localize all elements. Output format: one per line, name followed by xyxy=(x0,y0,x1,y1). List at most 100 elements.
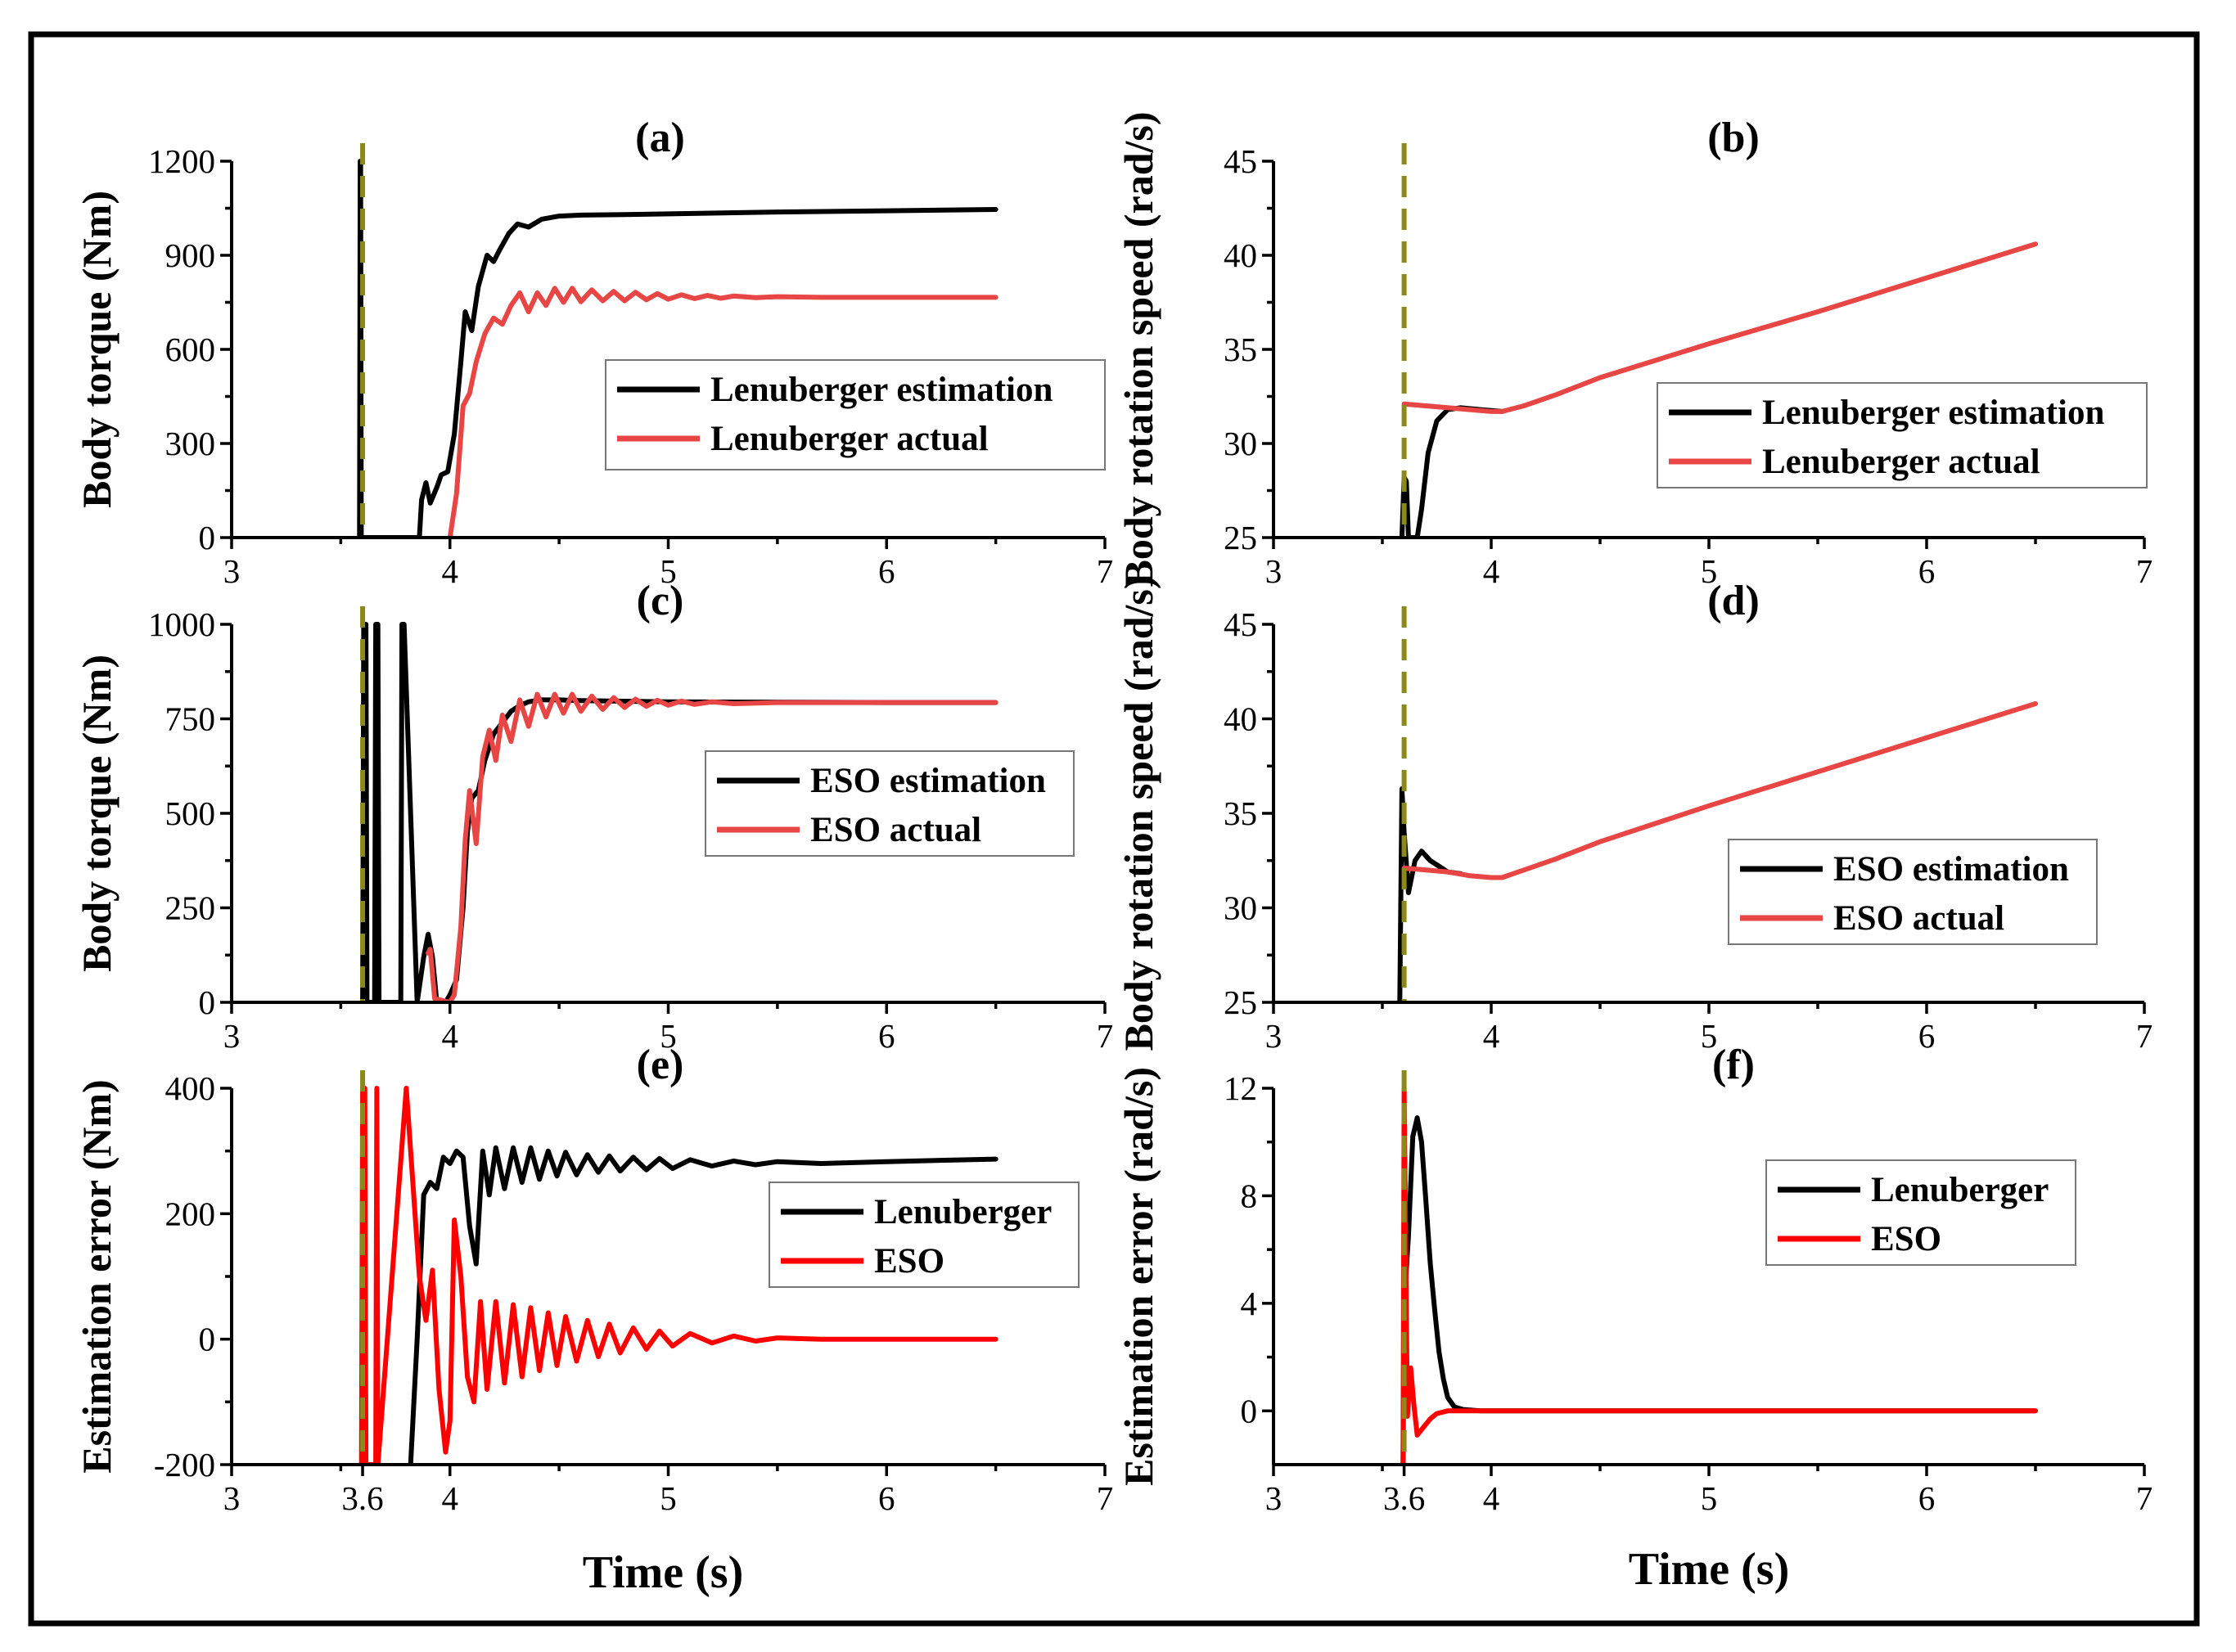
x-tick-label-c: 3 xyxy=(223,1017,241,1055)
x-tick-label-f: 6 xyxy=(1918,1479,1936,1517)
panel-title-c: (c) xyxy=(637,578,684,624)
series-line-e-estimation xyxy=(408,1145,999,1465)
y-axis-label-e: Estimation error (Nm) xyxy=(74,1079,119,1473)
legend-label-d-1: ESO actual xyxy=(1833,899,2004,938)
panel-title-a: (a) xyxy=(635,115,685,161)
x-tick-label-e: 6 xyxy=(878,1479,895,1517)
x-axis-label-left: Time (s) xyxy=(583,1547,744,1598)
x-tick-label-c: 5 xyxy=(660,1017,677,1055)
panel-c: 3 4 5 6 7 0 250 500 750 1000 (c) Body torque (Nm) ES… xyxy=(74,578,1113,1055)
y-axis-label-a: Body torque (Nm) xyxy=(74,191,119,508)
x-tick-label-f: 3.6 xyxy=(1383,1479,1425,1517)
legend-c: ESO estimation ESO actual xyxy=(705,750,1075,857)
y-tick-label-d: 40 xyxy=(1224,700,1257,738)
x-tick-label-e: 4 xyxy=(442,1479,459,1517)
x-tick-label-f: 7 xyxy=(2136,1479,2153,1517)
x-tick-label-a: 6 xyxy=(878,552,895,590)
series-line-a-estimation xyxy=(357,159,999,538)
x-tick-label-c: 4 xyxy=(442,1017,459,1055)
panel-title-e: (e) xyxy=(637,1042,684,1088)
figure-frame xyxy=(28,31,2200,1627)
legend-box-f xyxy=(1765,1159,2076,1266)
x-tick-label-f: 5 xyxy=(1701,1479,1718,1517)
legend-b: Lenuberger estimation Lenuberger actual xyxy=(1657,382,2148,488)
plot-area-f xyxy=(1400,1086,2038,1465)
x-tick-label-a: 4 xyxy=(442,552,459,590)
y-tick-label-a: 300 xyxy=(165,425,216,462)
x-tick-label-b: 7 xyxy=(2136,552,2153,590)
series-line-b-estimation xyxy=(1399,405,1505,538)
y-tick-label-a: 1200 xyxy=(148,142,215,180)
y-tick-label-c: 500 xyxy=(165,794,216,832)
series-line-d-estimation xyxy=(1397,786,1463,1002)
x-tick-label-d: 7 xyxy=(2136,1017,2153,1055)
legend-label-e-1: ESO xyxy=(874,1242,944,1281)
series-line-c-actual xyxy=(426,691,999,1002)
legend-box-d xyxy=(1728,839,2098,945)
panel-f: 3 3.6 4 5 6 7 0 4 8 12 (f) Estimation error (rad/s)… xyxy=(1116,1042,2153,1517)
panel-a: 3 4 5 6 7 0 300 600 900 1200 (a) Body torque (Nm) Le… xyxy=(74,115,1113,590)
y-tick-label-b: 45 xyxy=(1224,142,1257,180)
x-tick-label-d: 6 xyxy=(1918,1017,1936,1055)
y-tick-label-e: -200 xyxy=(154,1446,215,1483)
x-tick-label-d: 4 xyxy=(1483,1017,1500,1055)
panel-title-d: (d) xyxy=(1707,578,1760,624)
y-tick-label-c: 250 xyxy=(165,889,216,927)
x-tick-label-b: 6 xyxy=(1918,552,1936,590)
legend-box-e xyxy=(769,1182,1080,1288)
y-tick-label-d: 25 xyxy=(1224,984,1257,1021)
y-tick-label-a: 900 xyxy=(165,236,216,274)
y-tick-label-f: 0 xyxy=(1241,1392,1258,1429)
series-line-d-actual xyxy=(1401,701,2038,880)
y-tick-label-e: 200 xyxy=(165,1195,216,1232)
y-tick-label-c: 1000 xyxy=(148,605,215,643)
x-tick-label-e: 3.6 xyxy=(341,1479,383,1517)
y-tick-label-d: 45 xyxy=(1224,605,1257,643)
y-tick-label-b: 25 xyxy=(1224,519,1257,556)
y-tick-label-f: 12 xyxy=(1224,1069,1257,1107)
series-line-a-actual xyxy=(447,286,999,538)
x-tick-label-c: 6 xyxy=(878,1017,895,1055)
x-tick-label-d: 3 xyxy=(1265,1017,1283,1055)
y-tick-label-c: 0 xyxy=(199,984,216,1021)
y-axis-label-f: Estimation error (rad/s) xyxy=(1116,1067,1161,1486)
legend-label-e-0: Lenuberger xyxy=(874,1193,1052,1231)
y-tick-label-d: 35 xyxy=(1224,794,1257,832)
y-tick-label-f: 8 xyxy=(1241,1177,1258,1214)
legend-label-f-0: Lenuberger xyxy=(1871,1171,2049,1209)
y-tick-label-e: 400 xyxy=(165,1069,216,1107)
plot-area-e xyxy=(358,1086,999,1465)
y-tick-label-f: 4 xyxy=(1241,1285,1258,1322)
legend-label-c-0: ESO estimation xyxy=(810,762,1046,800)
legend-box-c xyxy=(705,750,1075,857)
panel-title-b: (b) xyxy=(1707,115,1760,161)
plot-area-c xyxy=(360,622,999,1002)
y-axis-label-b: Body rotation speed (rad/s) xyxy=(1116,111,1161,587)
x-tick-label-b: 4 xyxy=(1483,552,1500,590)
legend-label-b-1: Lenuberger actual xyxy=(1762,443,2040,481)
y-tick-label-e: 0 xyxy=(199,1321,216,1358)
legend-label-d-0: ESO estimation xyxy=(1833,850,2069,889)
x-tick-label-e: 5 xyxy=(660,1479,677,1517)
x-tick-label-e: 3 xyxy=(223,1479,241,1517)
y-tick-label-a: 0 xyxy=(199,519,216,556)
plot-area-a xyxy=(357,159,999,538)
legend-d: ESO estimation ESO actual xyxy=(1728,839,2098,945)
x-tick-label-c: 7 xyxy=(1097,1017,1114,1055)
y-tick-label-d: 30 xyxy=(1224,889,1257,927)
y-tick-label-a: 600 xyxy=(165,331,216,368)
legend-label-b-0: Lenuberger estimation xyxy=(1762,394,2104,432)
legend-label-c-1: ESO actual xyxy=(810,811,981,849)
x-axis-label-right: Time (s) xyxy=(1629,1544,1790,1595)
x-tick-label-f: 4 xyxy=(1483,1479,1500,1517)
x-tick-label-f: 3 xyxy=(1265,1479,1283,1517)
y-tick-label-b: 40 xyxy=(1224,236,1257,274)
x-tick-label-a: 7 xyxy=(1097,552,1114,590)
y-tick-label-b: 30 xyxy=(1224,425,1257,462)
legend-label-f-1: ESO xyxy=(1871,1220,1941,1258)
y-axis-label-d: Body rotation speed (rad/s) xyxy=(1116,575,1161,1051)
x-tick-label-e: 7 xyxy=(1097,1479,1114,1517)
